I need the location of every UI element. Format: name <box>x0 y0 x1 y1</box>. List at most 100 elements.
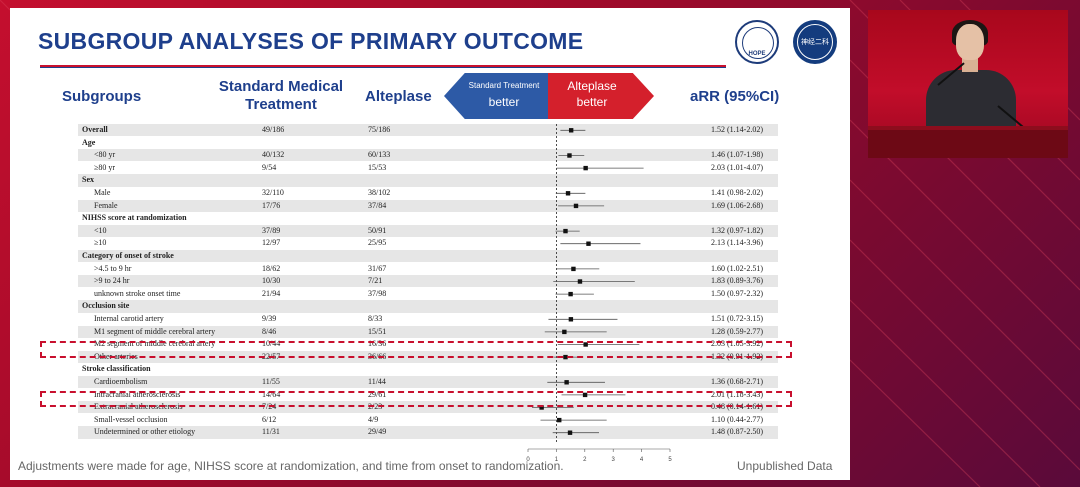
alteplase-events: 60/133 <box>368 150 391 160</box>
standard-events: 11/55 <box>262 377 280 386</box>
alteplase-events: 37/84 <box>368 200 387 210</box>
table-row: Intracranial atherosclerosis 14/64 29/61 2.… <box>78 389 778 401</box>
header-arr: aRR (95%CI) <box>690 88 780 105</box>
speaker-neck <box>962 56 978 72</box>
table-row: ≥10 12/97 25/95 2.13 (1.14-3.96) <box>78 237 778 249</box>
subgroup-label: >9 to 24 hr <box>94 276 130 286</box>
alteplase-events: 29/49 <box>368 427 387 437</box>
table-row: Age <box>78 137 778 149</box>
subgroup-label: Sex <box>82 175 94 185</box>
hope-logo: HOPE <box>735 20 779 64</box>
table-row: Cardioembolism 11/55 11/44 1.36 (0.68-2.71) <box>78 376 778 389</box>
alteplase-events: 31/67 <box>368 263 387 273</box>
subgroup-table: Overall 49/186 75/186 1.52 (1.14-2.02) Age <8… <box>78 124 778 454</box>
alteplase-events: 15/53 <box>368 162 387 172</box>
subgroup-label: ≥10 <box>94 238 107 248</box>
alteplase-events: 15/51 <box>368 326 387 336</box>
header-alteplase: Alteplase <box>365 88 432 105</box>
standard-events: 8/46 <box>262 326 277 336</box>
arr-value: 2.13 (1.14-3.96) <box>711 238 763 248</box>
x-tick-label: 5 <box>668 457 672 463</box>
x-tick-label: 4 <box>640 457 644 463</box>
arr-value: 1.60 (1.02-2.51) <box>711 263 763 273</box>
arr-value: 1.48 (0.87-2.50) <box>711 427 763 437</box>
subgroup-label: unknown stroke onset time <box>94 288 181 298</box>
standard-events: 6/12 <box>262 414 277 424</box>
x-tick-label: 2 <box>583 457 587 463</box>
table-row: M2 segment of middle cerebral artery 10/4… <box>78 338 778 350</box>
subgroup-label: >4.5 to 9 hr <box>94 263 132 273</box>
subgroup-label: Intracranial atherosclerosis <box>94 389 181 399</box>
standard-better-arrow: Standard Treatment better <box>444 73 548 119</box>
alteplase-events: 29/61 <box>368 389 387 399</box>
podium-edge <box>868 126 1068 131</box>
standard-events: 21/94 <box>262 288 281 298</box>
arr-value: 1.28 (0.59-2.77) <box>711 326 763 336</box>
subgroup-label: ≥80 yr <box>94 162 116 172</box>
standard-events: 10/30 <box>262 276 281 286</box>
arr-value: 1.52 (1.14-2.02) <box>711 125 763 134</box>
speaker-head <box>956 24 984 60</box>
standard-events: 40/132 <box>262 150 285 160</box>
subgroup-label: M2 segment of middle cerebral artery <box>94 339 216 349</box>
alteplase-events: 38/102 <box>368 188 391 197</box>
alteplase-events: 4/9 <box>368 414 379 424</box>
subgroup-label: Undetermined or other etiology <box>94 427 196 437</box>
table-row: Internal carotid artery 9/39 8/33 1.51 (0.7… <box>78 313 778 325</box>
standard-events: 11/31 <box>262 427 280 437</box>
table-row: unknown stroke onset time 21/94 37/98 1.50 … <box>78 288 778 300</box>
hope-logo-label: HOPE <box>748 51 766 57</box>
standard-events: 9/54 <box>262 162 277 172</box>
arr-value: 1.83 (0.89-3.76) <box>711 276 763 286</box>
arr-value: 1.69 (1.06-2.68) <box>711 200 763 210</box>
highlight-box-intracranial <box>40 391 792 407</box>
standard-events: 32/110 <box>262 188 284 197</box>
table-row: Male 32/110 38/102 1.41 (0.98-2.02) <box>78 187 778 199</box>
alteplase-better-arrow: Alteplase better <box>548 73 654 119</box>
x-tick-label: 3 <box>612 457 616 463</box>
arr-value: 1.46 (1.07-1.98) <box>711 150 763 160</box>
arr-value: 1.10 (0.44-2.77) <box>711 414 763 424</box>
arrow-right-label-top: Alteplase <box>567 79 617 93</box>
arr-value: 1.51 (0.72-3.15) <box>711 314 763 323</box>
presentation-slide: SUBGROUP ANALYSES OF PRIMARY OUTCOME HOP… <box>10 8 850 480</box>
table-row: NIHSS score at randomization <box>78 212 778 224</box>
title-underline <box>40 65 726 69</box>
subgroup-label: Age <box>82 137 96 147</box>
subgroup-label: Female <box>94 200 118 210</box>
header-subgroups: Subgroups <box>62 88 142 105</box>
standard-events: 12/97 <box>262 238 281 248</box>
subgroup-label: M1 segment of middle cerebral artery <box>94 326 216 336</box>
alteplase-events: 50/91 <box>368 225 387 235</box>
table-row: ≥80 yr 9/54 15/53 2.03 (1.01-4.07) <box>78 162 778 174</box>
table-row: Occlusion site <box>78 300 778 313</box>
standard-events: 10/44 <box>262 339 281 349</box>
subgroup-label: <80 yr <box>94 150 116 160</box>
standard-events: 49/186 <box>262 125 285 134</box>
alteplase-events: 8/33 <box>368 314 383 323</box>
alteplase-events: 37/98 <box>368 288 387 298</box>
alteplase-events: 11/44 <box>368 377 386 386</box>
table-row: <80 yr 40/132 60/133 1.46 (1.07-1.98) <box>78 149 778 162</box>
standard-events: 18/62 <box>262 263 281 273</box>
alteplase-events: 7/21 <box>368 276 383 286</box>
subgroup-label: Category of onset of stroke <box>82 251 174 260</box>
table-row: Female 17/76 37/84 1.69 (1.06-2.68) <box>78 199 778 212</box>
standard-events: 9/39 <box>262 314 277 323</box>
arr-value: 1.32 (0.97-1.82) <box>711 225 763 235</box>
arr-value: 2.03 (1.05-3.92) <box>711 339 763 349</box>
table-row: Category of onset of stroke <box>78 250 778 263</box>
podium <box>868 130 1068 158</box>
slide-title: SUBGROUP ANALYSES OF PRIMARY OUTCOME <box>38 28 584 54</box>
alteplase-events: 25/95 <box>368 238 387 248</box>
table-row: Stroke classification <box>78 363 778 375</box>
subgroup-label: <10 <box>94 225 107 235</box>
table-row: >4.5 to 9 hr 18/62 31/67 1.60 (1.02-2.51) <box>78 263 778 275</box>
subgroup-label: Male <box>94 188 111 197</box>
header-standard-treatment: Standard Medical Treatment <box>218 78 344 113</box>
subgroup-label: Occlusion site <box>82 301 130 311</box>
hospital-logo-label: 神经二科 <box>801 39 829 46</box>
table-row: Sex <box>78 174 778 187</box>
table-row: Small-vessel occlusion 6/12 4/9 1.10 (0.44-… <box>78 414 778 426</box>
table-row: Overall 49/186 75/186 1.52 (1.14-2.02) <box>78 124 778 137</box>
